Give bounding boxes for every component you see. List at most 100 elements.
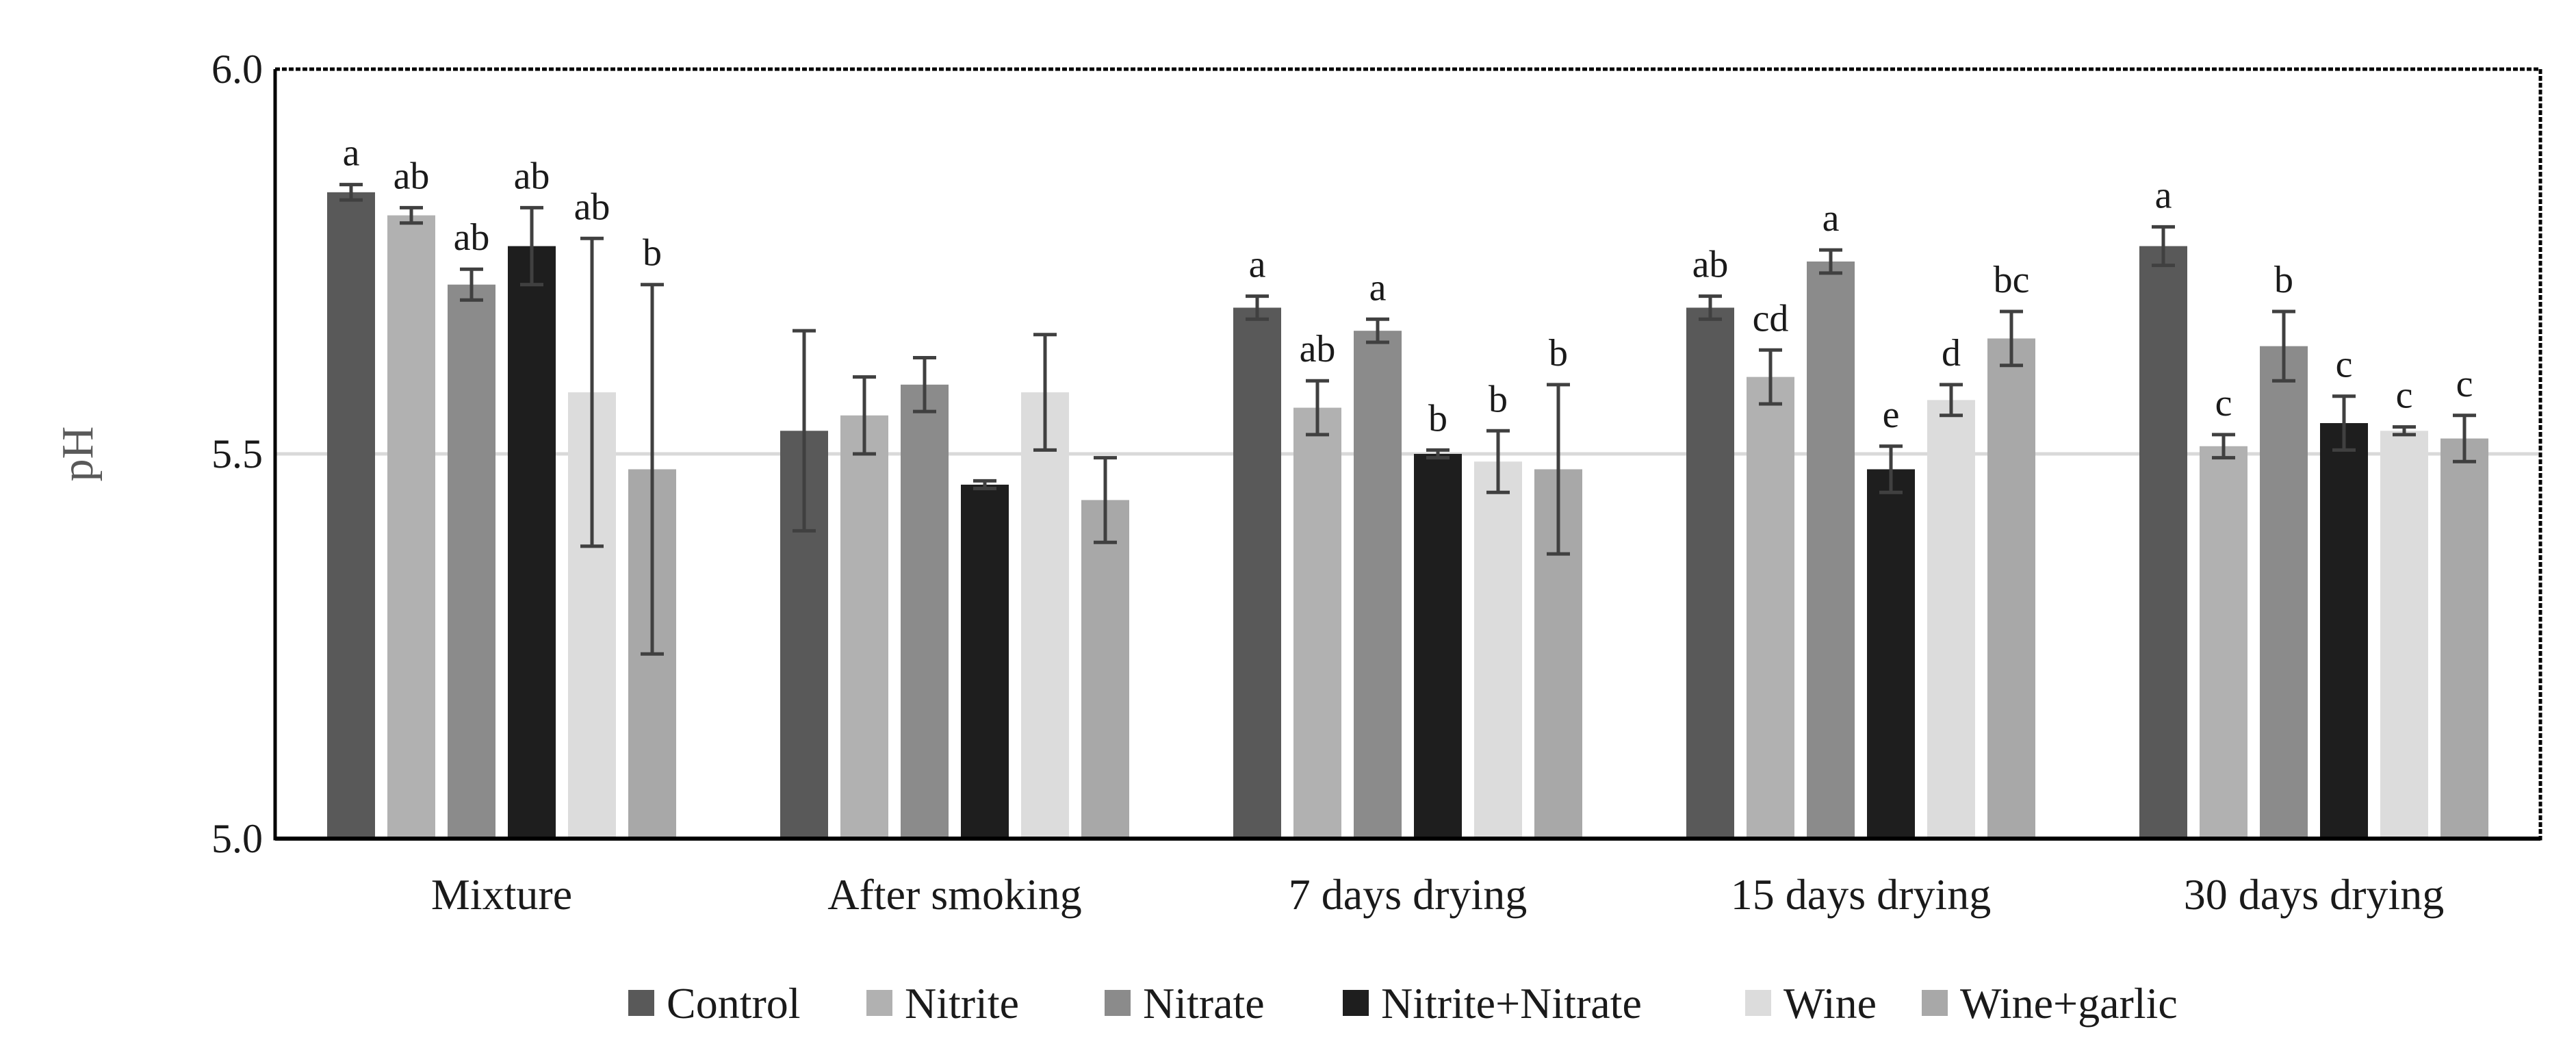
bar-nitrite-nitrate-15-days-drying <box>1867 469 1915 839</box>
error-bar-nitrite-after-smoking <box>853 375 876 456</box>
error-bar-control-15-days-drying <box>1699 294 1722 321</box>
error-bar-nitrite-15-days-drying <box>1759 348 1782 406</box>
legend-swatch-control <box>628 990 654 1016</box>
legend-item-control: Control <box>628 979 801 1028</box>
significance-label-nitrite-nitrate-30-days-drying: c <box>2336 344 2353 386</box>
significance-label-nitrite-30-days-drying: c <box>2215 382 2232 424</box>
significance-label-wine-garlic-7-days-drying: b <box>1549 332 1568 374</box>
legend-swatch-nitrite-nitrate <box>1343 990 1369 1016</box>
bar-wine-garlic-after-smoking <box>1081 500 1129 839</box>
significance-label-nitrate-7-days-drying: a <box>1369 266 1387 309</box>
legend-item-nitrate: Nitrate <box>1105 979 1265 1028</box>
significance-label-wine-30-days-drying: c <box>2396 374 2413 417</box>
significance-label-wine-15-days-drying: d <box>1942 332 1961 374</box>
legend-item-wine-garlic: Wine+garlic <box>1922 979 2178 1028</box>
significance-label-control-30-days-drying: a <box>2155 174 2172 216</box>
error-bar-nitrite-nitrate-30-days-drying <box>2332 394 2356 452</box>
error-bar-nitrite-nitrate-15-days-drying <box>1879 444 1903 494</box>
error-bar-wine-30-days-drying <box>2393 425 2416 437</box>
bar-nitrite-30-days-drying <box>2200 446 2247 839</box>
error-bar-nitrite-nitrate-mixture <box>520 205 543 287</box>
error-bar-nitrate-30-days-drying <box>2272 309 2295 383</box>
significance-label-wine-garlic-15-days-drying: bc <box>1994 259 2030 301</box>
significance-label-control-7-days-drying: a <box>1249 244 1266 286</box>
legend: Control Nitrite Nitrate Nitrite+Nitrate Wine… <box>628 979 2178 1028</box>
bar-nitrate-7-days-drying <box>1354 331 1402 839</box>
legend-label-wine-garlic: Wine+garlic <box>1960 979 2178 1028</box>
bar-nitrate-after-smoking <box>901 384 949 839</box>
error-bar-control-mixture <box>339 183 363 202</box>
legend-swatch-wine-garlic <box>1922 990 1948 1016</box>
legend-label-wine: Wine <box>1783 979 1877 1028</box>
bar-wine-after-smoking <box>1021 392 1069 839</box>
x-category-after-smoking: After smoking <box>827 870 1082 919</box>
error-bar-control-7-days-drying <box>1246 294 1269 321</box>
bar-nitrite-15-days-drying <box>1747 377 1794 839</box>
bar-wine-7-days-drying <box>1474 461 1522 839</box>
legend-swatch-wine <box>1745 990 1771 1016</box>
error-bar-wine-garlic-after-smoking <box>1094 456 1117 544</box>
y-axis-ticks: 5.0 5.5 6.0 <box>211 47 263 861</box>
x-category-mixture: Mixture <box>431 870 572 919</box>
error-bar-nitrate-mixture <box>460 267 483 302</box>
bar-nitrite-after-smoking <box>840 415 888 839</box>
significance-label-nitrite-nitrate-mixture: ab <box>514 155 550 197</box>
bars-group <box>327 192 2488 839</box>
error-bar-wine-after-smoking <box>1033 333 1057 452</box>
significance-label-control-15-days-drying: ab <box>1692 244 1729 286</box>
legend-item-wine: Wine <box>1745 979 1877 1028</box>
error-bar-nitrite-30-days-drying <box>2212 433 2235 460</box>
legend-label-nitrite: Nitrite <box>905 979 1019 1028</box>
significance-label-nitrite-7-days-drying: ab <box>1300 328 1336 370</box>
bar-nitrite-7-days-drying <box>1293 407 1341 839</box>
significance-label-nitrite-15-days-drying: cd <box>1753 297 1789 340</box>
error-bar-wine-garlic-15-days-drying <box>2000 309 2023 368</box>
error-bar-nitrate-7-days-drying <box>1366 317 1389 344</box>
error-bar-nitrite-mixture <box>400 205 423 225</box>
x-category-7-days-drying: 7 days drying <box>1289 870 1527 919</box>
error-bar-wine-garlic-30-days-drying <box>2453 413 2476 463</box>
x-axis-categories: Mixture After smoking 7 days drying 15 days… <box>431 870 2444 919</box>
legend-swatch-nitrate <box>1105 990 1131 1016</box>
error-bar-nitrate-after-smoking <box>913 356 936 413</box>
error-bar-wine-7-days-drying <box>1486 429 1510 494</box>
legend-label-nitrite-nitrate: Nitrite+Nitrate <box>1381 979 1642 1028</box>
error-bar-nitrite-7-days-drying <box>1306 379 1329 437</box>
bar-wine-15-days-drying <box>1927 400 1975 839</box>
significance-label-wine-7-days-drying: b <box>1489 378 1508 420</box>
significance-label-wine-garlic-mixture: b <box>643 232 662 275</box>
bar-nitrate-30-days-drying <box>2260 346 2308 839</box>
significance-label-wine-garlic-30-days-drying: c <box>2456 363 2473 405</box>
error-bar-wine-mixture <box>580 236 604 548</box>
y-tick-label: 5.5 <box>211 431 263 476</box>
significance-label-wine-mixture: ab <box>574 186 610 228</box>
bar-control-30-days-drying <box>2139 246 2187 839</box>
bar-nitrite-nitrate-mixture <box>508 246 556 839</box>
y-tick-label: 5.0 <box>211 816 263 861</box>
bar-control-mixture <box>327 192 375 839</box>
significance-label-control-mixture: a <box>343 132 360 175</box>
bar-wine-garlic-30-days-drying <box>2440 438 2488 839</box>
significance-label-nitrate-mixture: ab <box>454 216 490 259</box>
significance-label-nitrite-nitrate-15-days-drying: e <box>1883 394 1900 436</box>
bar-wine-garlic-15-days-drying <box>1987 338 2035 839</box>
significance-label-nitrate-15-days-drying: a <box>1822 197 1840 240</box>
bar-nitrate-15-days-drying <box>1807 262 1855 839</box>
x-category-15-days-drying: 15 days drying <box>1731 870 1991 919</box>
significance-label-nitrite-nitrate-7-days-drying: b <box>1428 397 1447 440</box>
significance-label-nitrite-mixture: ab <box>394 155 430 197</box>
error-bars-group <box>339 183 2476 656</box>
y-tick-label: 6.0 <box>211 47 263 92</box>
bar-control-7-days-drying <box>1233 307 1281 839</box>
significance-label-nitrate-30-days-drying: b <box>2274 259 2293 301</box>
legend-label-nitrate: Nitrate <box>1143 979 1265 1028</box>
error-bar-wine-15-days-drying <box>1940 383 1963 418</box>
legend-item-nitrite-nitrate: Nitrite+Nitrate <box>1343 979 1642 1028</box>
legend-item-nitrite: Nitrite <box>866 979 1019 1028</box>
error-bar-control-30-days-drying <box>2152 225 2175 268</box>
bar-nitrate-mixture <box>448 284 495 839</box>
error-bar-nitrite-nitrate-after-smoking <box>973 479 996 491</box>
bar-nitrite-nitrate-30-days-drying <box>2320 423 2368 839</box>
